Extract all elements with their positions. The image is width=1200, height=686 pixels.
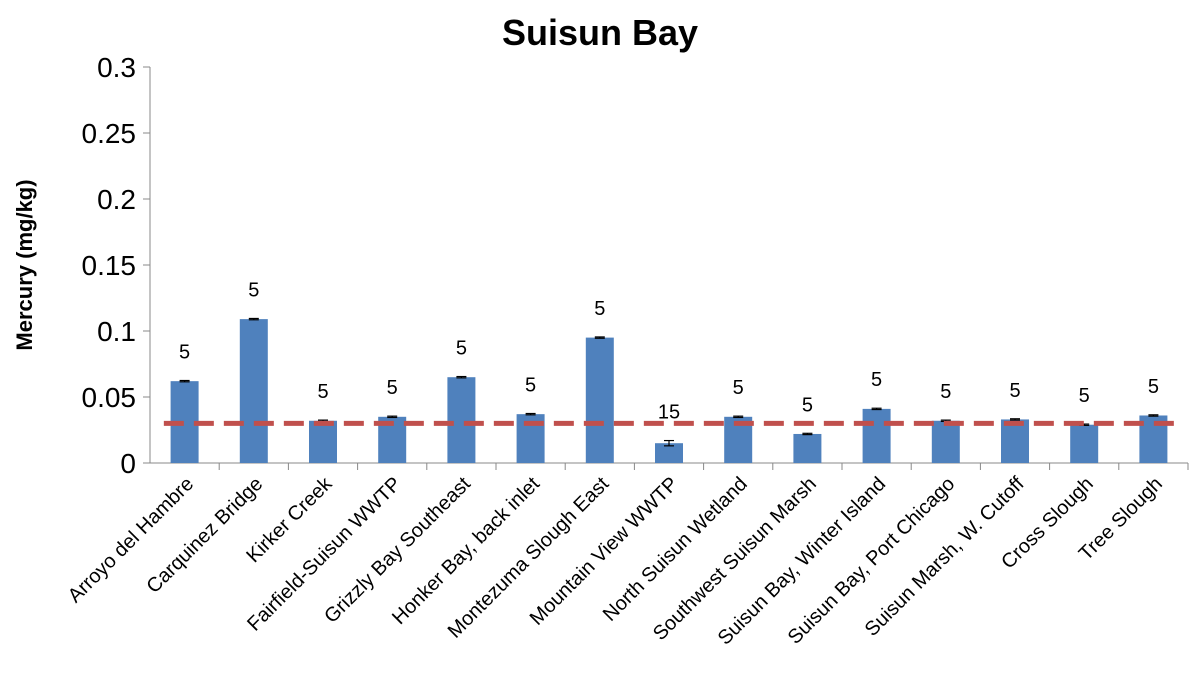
count-label: 5 (456, 338, 467, 360)
y-tick-label: 0.25 (82, 118, 137, 149)
count-label: 5 (1079, 385, 1090, 407)
y-axis-label: Mercury (mg/kg) (12, 179, 37, 350)
count-label: 5 (940, 381, 951, 403)
y-tick-label: 0.15 (82, 250, 137, 281)
y-tick-label: 0 (120, 448, 136, 479)
count-label: 5 (248, 279, 259, 301)
bar (1070, 424, 1099, 463)
bar (1001, 419, 1029, 463)
bar (309, 420, 337, 463)
count-label: 5 (733, 377, 744, 399)
count-label: 5 (594, 298, 605, 320)
count-label: 5 (802, 394, 813, 416)
x-tick-label: Arroyo del Hambre (64, 473, 198, 607)
count-label: 5 (525, 375, 536, 397)
y-tick-label: 0.3 (97, 52, 136, 83)
x-tick-label: Carquinez Bridge (143, 473, 268, 598)
chart-title: Suisun Bay (502, 12, 698, 53)
count-label: 5 (179, 342, 190, 364)
y-tick-label: 0.05 (82, 382, 137, 413)
y-tick-label: 0.1 (97, 316, 136, 347)
count-label: 5 (1009, 380, 1020, 402)
count-label: 5 (871, 369, 882, 391)
count-label: 5 (317, 381, 328, 403)
bar (655, 443, 683, 463)
bar (862, 408, 891, 463)
bar (239, 319, 268, 463)
bar (585, 337, 614, 463)
bar (931, 420, 960, 463)
count-label: 15 (658, 402, 680, 424)
y-tick-label: 0.2 (97, 184, 136, 215)
count-label: 5 (1148, 376, 1159, 398)
count-label: 5 (387, 377, 398, 399)
bar (447, 377, 476, 463)
bar (793, 433, 822, 463)
